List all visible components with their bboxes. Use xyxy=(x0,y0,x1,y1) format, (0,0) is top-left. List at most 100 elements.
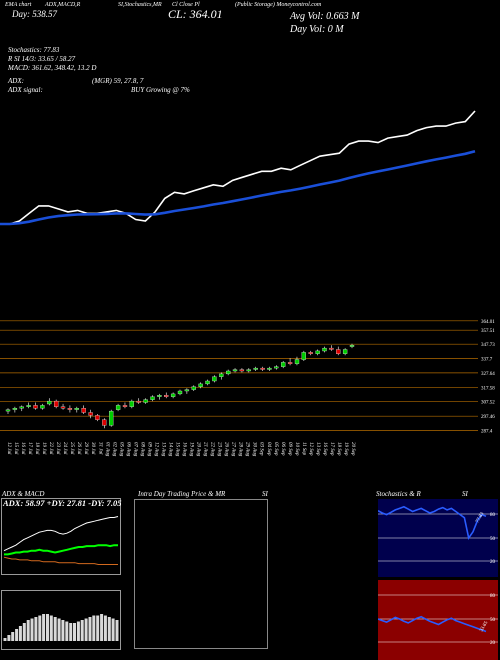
macd-hist-bar xyxy=(92,615,96,641)
candle-body xyxy=(170,393,176,397)
candle-body xyxy=(157,395,162,397)
macd-hist-bar xyxy=(38,615,42,641)
stoch-tick-20: 20 xyxy=(490,560,496,565)
tab-label-ema[interactable]: EMA chart xyxy=(5,2,32,8)
macd-hist-bar xyxy=(80,620,84,641)
candle-body xyxy=(198,383,203,387)
candle-body xyxy=(232,369,238,372)
date-label: 22 Jul xyxy=(48,442,53,455)
price-ema-chart xyxy=(0,110,476,226)
macd-panel xyxy=(1,590,121,650)
company-name: (Public Storage) Moneycontrol.com xyxy=(235,2,322,8)
date-label: 13 Sep xyxy=(315,442,320,456)
date-label: 17 Sep xyxy=(329,442,334,456)
macd-hist-bar xyxy=(111,618,115,641)
date-label: 18 Jul xyxy=(34,442,39,455)
adx-panel: ADX: 58.97 +DY: 27.81 -DY: 7.05 xyxy=(1,498,122,575)
intra-si-label: SI xyxy=(262,490,268,498)
day-volume: Day Vol: 0 M xyxy=(290,24,344,35)
candle-body xyxy=(301,352,306,360)
date-label: 29 Jul xyxy=(83,442,88,455)
candle-body xyxy=(336,349,341,354)
price-tick-label: 357.51 xyxy=(481,329,495,334)
candle-body xyxy=(150,396,155,400)
candle-body xyxy=(19,406,24,409)
candle-body xyxy=(287,362,293,364)
price-tick-label: 307.52 xyxy=(481,401,495,406)
candle-body xyxy=(219,373,224,377)
date-label: 12 Aug xyxy=(153,442,158,457)
date-label: 16 Jul xyxy=(20,442,25,455)
intraday-panel xyxy=(134,499,268,649)
date-axis: 12 Jul 15 Jul 16 Jul 17 Jul 18 Jul 19 Jul 22 J… xyxy=(6,442,355,457)
date-label: 30 Aug xyxy=(252,442,257,457)
date-label: 12 Sep xyxy=(308,442,313,456)
candle-body xyxy=(12,408,18,410)
rsi-tick-50: 50 xyxy=(490,618,496,623)
macd-hist-bar xyxy=(30,618,34,641)
tab-label-adx-macd[interactable]: ADX,MACD,R xyxy=(45,2,81,8)
candle-body xyxy=(67,408,73,410)
macd-hist-bar xyxy=(46,614,49,641)
date-label: 26 Jul xyxy=(76,442,81,455)
stochastics-chart: 80 50 20 77.83 xyxy=(378,505,498,565)
date-label: 25 Jul xyxy=(69,442,74,455)
candle-body xyxy=(5,409,11,412)
stoch-si-label: SI xyxy=(462,490,468,498)
tab-label-si-stoch[interactable]: SI,Stochastics,MR xyxy=(118,2,162,8)
candle-body xyxy=(274,366,279,369)
date-label: 09 Sep xyxy=(287,442,292,456)
macd-hist-bar xyxy=(61,620,65,641)
rsi-value: R SI 14/3: 33.65 / 58.27 xyxy=(8,55,76,63)
day-change: Day: 538.57 xyxy=(12,9,57,19)
macd-hist-bar xyxy=(57,618,61,641)
macd-hist-bar xyxy=(65,621,69,641)
date-label: 05 Aug xyxy=(118,442,123,457)
candle-body xyxy=(109,410,114,426)
close-price: CL: 364.01 xyxy=(168,7,223,21)
macd-hist-bar xyxy=(96,615,100,641)
candle-body xyxy=(226,370,231,375)
date-label: 29 Aug xyxy=(245,442,250,457)
candle-body xyxy=(26,405,31,407)
date-label: 21 Aug xyxy=(203,442,208,457)
macd-chart xyxy=(3,614,119,641)
candle-body xyxy=(129,400,134,407)
candlestick-chart: 364.01 357.51 347.73 337.7 327.64 317.58 307.5… xyxy=(0,320,495,435)
candle-body xyxy=(60,406,66,409)
date-label: 15 Aug xyxy=(175,442,180,457)
close-price-line xyxy=(0,110,476,225)
macd-hist-bar xyxy=(42,614,46,641)
candle-body xyxy=(294,359,300,364)
macd-hist-bar xyxy=(69,623,73,641)
macd-hist-bar xyxy=(53,617,57,641)
candle-body xyxy=(184,389,190,392)
price-tick-label: 337.7 xyxy=(481,358,493,363)
stoch-tick-50: 50 xyxy=(490,537,496,542)
macd-hist-bar xyxy=(22,623,26,641)
date-label: 07 Aug xyxy=(132,442,137,457)
macd-hist-bar xyxy=(100,614,104,641)
tab-label-close[interactable]: Cl Close Pl xyxy=(172,2,200,8)
candle-body xyxy=(281,362,286,367)
date-label: 06 Sep xyxy=(280,442,285,456)
price-tick-label: 297.46 xyxy=(481,415,495,420)
date-label: 30 Jul xyxy=(90,442,95,455)
candle-body xyxy=(329,347,334,350)
macd-hist-bar xyxy=(26,620,30,641)
candle-body xyxy=(115,405,121,410)
date-label: 18 Sep xyxy=(336,442,341,456)
candle-body xyxy=(47,400,52,405)
candle-body xyxy=(246,369,251,372)
candle-body xyxy=(267,367,272,370)
price-tick-label: 287.4 xyxy=(481,430,493,435)
rsi-panel: 80 50 20 33.65 xyxy=(378,580,498,660)
buy-signal: BUY Growing @ 7% xyxy=(131,86,190,94)
macd-hist-bar xyxy=(3,638,7,641)
date-label: 02 Aug xyxy=(111,442,116,457)
stoch-tick-80: 80 xyxy=(490,513,496,518)
date-label: 11 Sep xyxy=(301,442,306,456)
candle-body xyxy=(342,349,348,354)
macd-hist-bar xyxy=(115,620,119,641)
macd-hist-bar xyxy=(107,617,111,641)
